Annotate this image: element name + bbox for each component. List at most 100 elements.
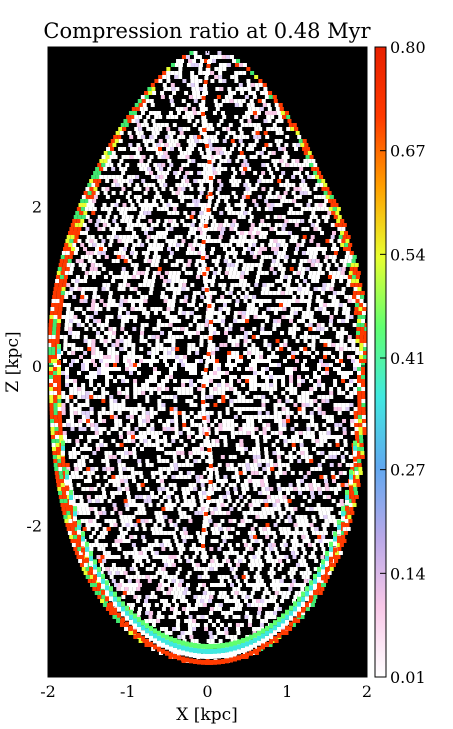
heatmap-cell	[342, 307, 347, 311]
heatmap-cell	[271, 515, 276, 519]
heatmap-cell	[170, 103, 175, 107]
heatmap-cell	[133, 267, 138, 271]
heatmap-cell	[307, 499, 312, 503]
heatmap-cell	[53, 319, 58, 323]
heatmap-cell	[326, 283, 331, 287]
heatmap-cell	[190, 115, 195, 119]
heatmap-cell	[315, 439, 320, 443]
heatmap-cell	[155, 359, 160, 363]
heatmap-cell	[340, 503, 345, 507]
heatmap-cell	[120, 123, 125, 127]
heatmap-cell	[93, 395, 98, 399]
heatmap-cell	[203, 571, 208, 575]
heatmap-cell	[169, 463, 174, 467]
heatmap-cell	[95, 167, 100, 171]
heatmap-cell	[238, 83, 243, 87]
heatmap-cell	[295, 515, 300, 519]
heatmap-cell	[215, 131, 220, 135]
heatmap-cell	[103, 355, 108, 359]
heatmap-cell	[188, 59, 193, 63]
heatmap-cell	[262, 427, 267, 431]
heatmap-cell	[253, 371, 258, 375]
heatmap-cell	[132, 451, 137, 455]
heatmap-cell	[204, 91, 209, 95]
heatmap-cell	[250, 527, 255, 531]
heatmap-cell	[143, 279, 148, 283]
heatmap-cell	[127, 259, 132, 263]
heatmap-cell	[212, 219, 217, 223]
heatmap-cell	[246, 307, 251, 311]
heatmap-cell	[313, 507, 318, 511]
heatmap-cell	[357, 311, 362, 315]
heatmap-cell	[69, 267, 74, 271]
heatmap-cell	[153, 311, 158, 315]
heatmap-cell	[363, 343, 367, 347]
heatmap-cell	[69, 239, 74, 243]
heatmap-cell	[197, 411, 202, 415]
heatmap-cell	[90, 235, 95, 239]
heatmap-cell	[226, 427, 231, 431]
heatmap-cell	[280, 291, 285, 295]
heatmap-cell	[180, 587, 185, 591]
heatmap-cell	[181, 163, 186, 167]
heatmap-cell	[359, 435, 364, 439]
heatmap-cell	[158, 79, 163, 83]
heatmap-cell	[269, 171, 274, 175]
heatmap-cell	[217, 463, 222, 467]
heatmap-cell	[278, 583, 283, 587]
heatmap-cell	[158, 467, 163, 471]
heatmap-cell	[295, 531, 300, 535]
heatmap-cell	[336, 271, 341, 275]
heatmap-cell	[247, 355, 252, 359]
heatmap-cell	[336, 451, 341, 455]
heatmap-cell	[218, 75, 223, 79]
heatmap-cell	[355, 359, 360, 363]
heatmap-cell	[256, 503, 261, 507]
heatmap-cell	[289, 367, 294, 371]
heatmap-cell	[116, 199, 121, 203]
heatmap-cell	[125, 575, 130, 579]
heatmap-cell	[272, 123, 277, 127]
heatmap-cell	[144, 207, 149, 211]
heatmap-cell	[187, 159, 192, 163]
heatmap-cell	[246, 67, 251, 71]
heatmap-cell	[143, 275, 148, 279]
heatmap-cell	[287, 211, 292, 215]
heatmap-cell	[297, 135, 302, 139]
heatmap-cell	[238, 147, 243, 151]
heatmap-cell	[261, 163, 266, 167]
heatmap-cell	[183, 515, 188, 519]
heatmap-cell	[344, 231, 349, 235]
heatmap-cell	[97, 523, 102, 527]
heatmap-cell	[151, 347, 156, 351]
heatmap-cell	[205, 379, 210, 383]
heatmap-cell	[193, 595, 198, 599]
heatmap-cell	[143, 299, 148, 303]
heatmap-cell	[215, 107, 220, 111]
heatmap-cell	[185, 315, 190, 319]
heatmap-cell	[69, 311, 74, 315]
heatmap-cell	[301, 379, 306, 383]
heatmap-cell	[124, 555, 129, 559]
heatmap-cell	[90, 471, 95, 475]
heatmap-cell	[316, 587, 321, 591]
heatmap-cell	[182, 511, 187, 515]
heatmap-cell	[185, 215, 190, 219]
heatmap-cell	[132, 207, 137, 211]
heatmap-cell	[210, 139, 215, 143]
heatmap-cell	[304, 207, 309, 211]
heatmap-cell	[353, 407, 358, 411]
heatmap-cell	[264, 207, 269, 211]
heatmap-cell	[241, 415, 246, 419]
heatmap-cell	[276, 243, 281, 247]
heatmap-cell	[341, 371, 346, 375]
heatmap-cell	[63, 435, 68, 439]
heatmap-cell	[66, 423, 71, 427]
heatmap-cell	[209, 507, 214, 511]
heatmap-cell	[267, 359, 272, 363]
heatmap-cell	[201, 575, 206, 579]
heatmap-cell	[150, 263, 155, 267]
heatmap-cell	[317, 403, 322, 407]
heatmap-cell	[276, 111, 281, 115]
heatmap-cell	[270, 127, 275, 131]
